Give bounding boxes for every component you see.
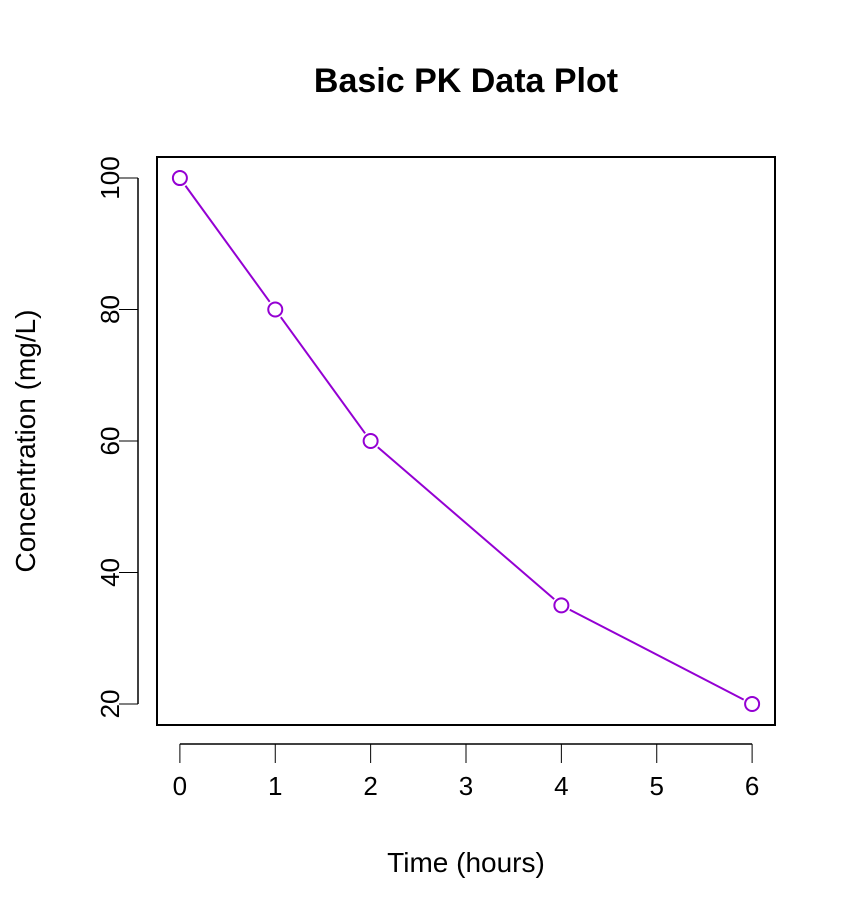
y-tick-label: 80	[95, 295, 125, 324]
x-axis-label: Time (hours)	[387, 847, 545, 878]
x-tick-label: 3	[459, 771, 473, 801]
x-tick-label: 1	[268, 771, 282, 801]
x-tick-label: 2	[363, 771, 377, 801]
chart-title: Basic PK Data Plot	[314, 62, 618, 100]
series-layer	[171, 170, 761, 712]
x-axis: 0 1 2 3 4 5 6	[173, 743, 759, 801]
x-tick-label: 4	[554, 771, 568, 801]
data-point	[744, 695, 761, 712]
series-line-segment	[184, 185, 271, 303]
series-line-segment	[377, 446, 555, 600]
y-axis-label: Concentration (mg/L)	[10, 309, 41, 572]
y-tick-label: 40	[95, 558, 125, 587]
x-tick-label: 5	[650, 771, 664, 801]
data-point	[362, 433, 379, 449]
x-tick-label: 0	[173, 771, 187, 801]
x-tick-label: 6	[745, 771, 759, 801]
data-point	[553, 597, 570, 614]
y-tick-label: 20	[95, 690, 125, 719]
y-axis: 20 40 60 80 100	[95, 156, 139, 719]
data-point	[171, 170, 188, 187]
series-line-segment	[569, 608, 745, 701]
plot-frame	[156, 156, 776, 726]
y-tick-label: 100	[95, 156, 125, 199]
series-line-segment	[280, 316, 366, 434]
data-point	[267, 301, 284, 318]
y-tick-label: 60	[95, 427, 125, 456]
